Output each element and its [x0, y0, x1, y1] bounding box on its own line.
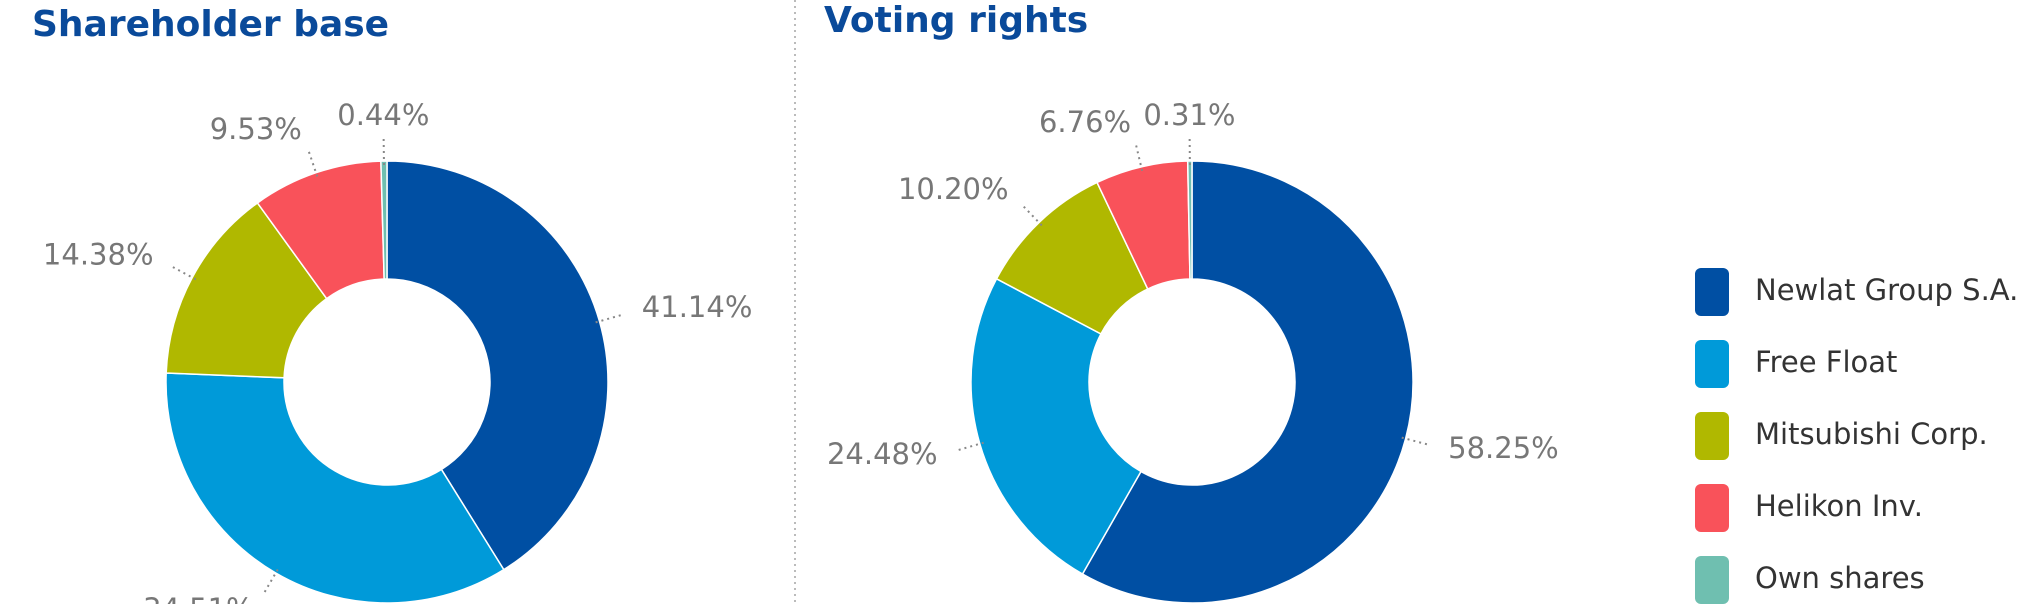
data-label: 10.20% [898, 172, 1009, 206]
legend-swatch [1695, 268, 1729, 316]
leader-line [1020, 203, 1043, 227]
legend-label: Free Float [1755, 345, 1897, 379]
legend-label: Helikon Inv. [1755, 489, 1923, 523]
slice: Free Float [165, 372, 505, 604]
slice: Mitsubishi Corp. [165, 201, 328, 379]
data-label: 34.51% [143, 592, 254, 604]
legend-swatch [1695, 340, 1729, 388]
data-label: 41.14% [642, 290, 753, 324]
data-label: 6.76% [1039, 105, 1131, 139]
leader-line [595, 313, 625, 324]
leader-line [954, 441, 984, 453]
legend-label: Newlat Group S.A. [1755, 273, 2017, 307]
legend-swatch [1695, 484, 1729, 532]
data-label: 0.44% [337, 98, 429, 132]
slice: Free Float [970, 277, 1142, 575]
slice: Newlat Group S.A. [1081, 160, 1414, 604]
data-label: 0.31% [1143, 98, 1235, 132]
chart-title: Voting rights [824, 0, 1088, 41]
data-label: 9.53% [210, 112, 302, 146]
data-label: 58.25% [1448, 431, 1559, 465]
slice: Own shares [380, 160, 388, 280]
slice: Newlat Group S.A. [386, 160, 609, 571]
chart-title: Shareholder base [32, 4, 389, 45]
leader-line [306, 147, 319, 177]
data-label: 24.48% [827, 437, 938, 471]
data-label: 14.38% [43, 238, 154, 272]
legend-label: Mitsubishi Corp. [1755, 417, 1988, 451]
legend-swatch [1695, 412, 1729, 460]
leader-line [261, 569, 279, 596]
leader-line [1134, 141, 1144, 172]
slice: Own shares [1186, 160, 1193, 280]
leader-line [168, 264, 197, 281]
legend-swatch [1695, 556, 1729, 604]
leader-line [1401, 436, 1432, 447]
legend-label: Own shares [1755, 561, 1925, 595]
